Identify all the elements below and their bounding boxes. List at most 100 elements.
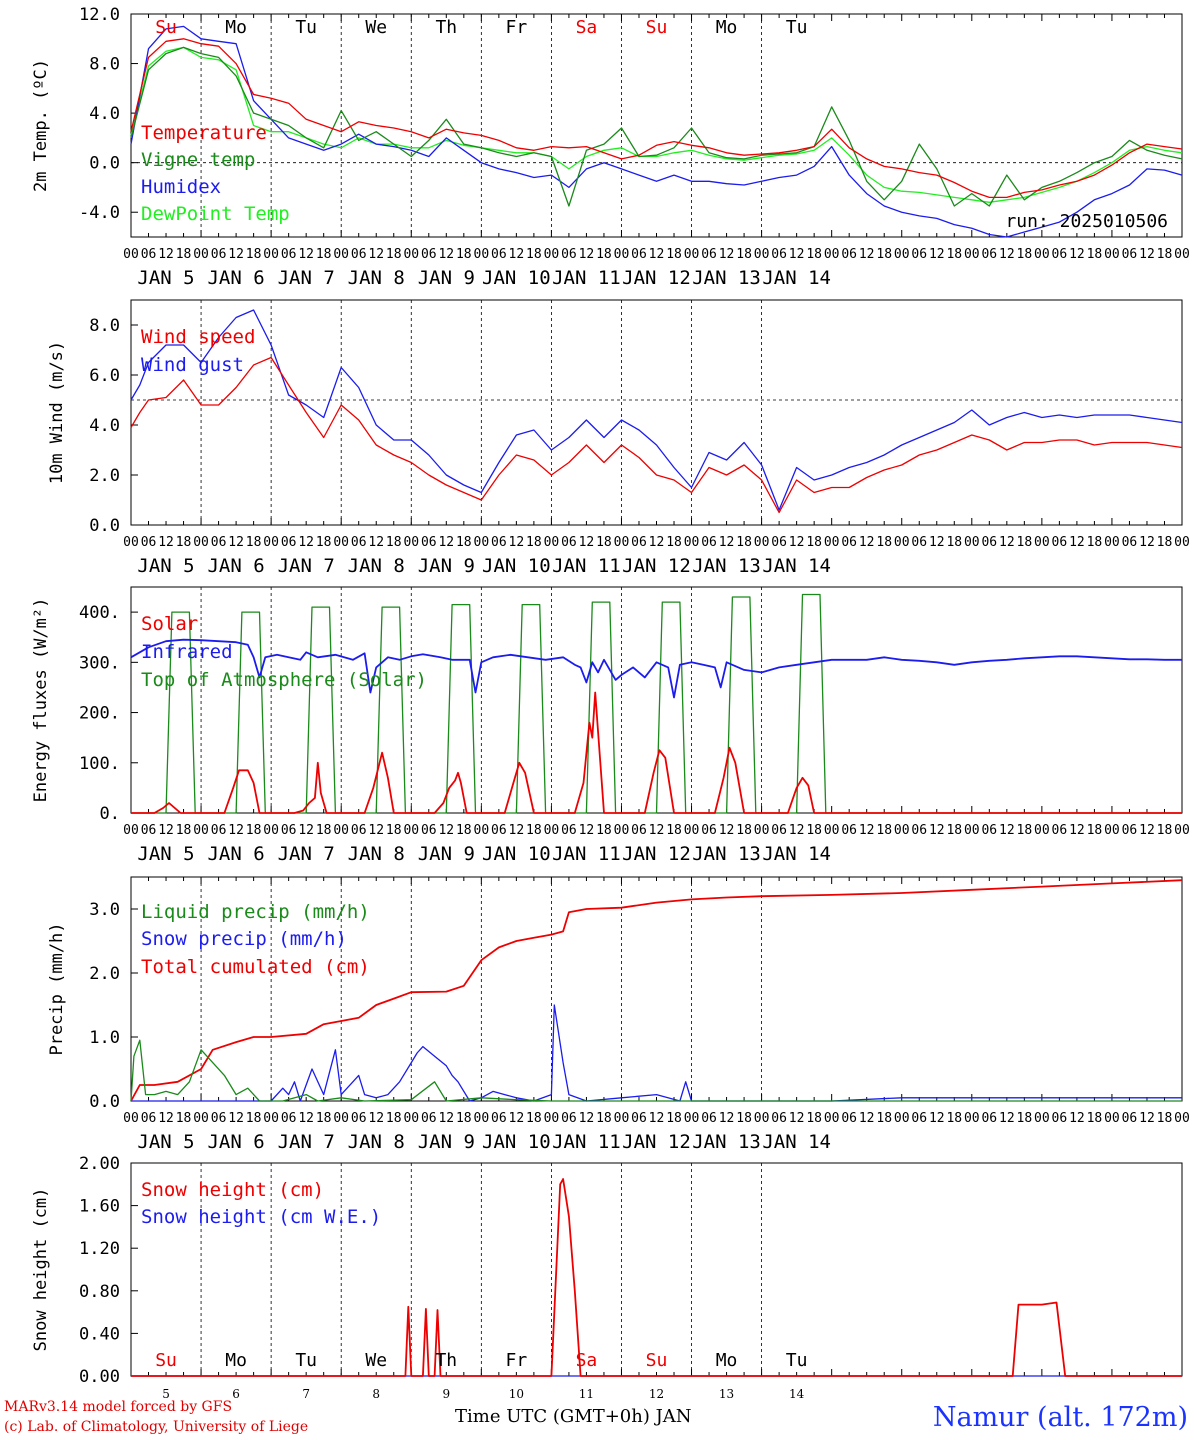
hour-tick-label: 06	[771, 823, 787, 838]
hour-tick-label: 12	[438, 823, 454, 838]
hour-tick-label: 18	[456, 1111, 472, 1126]
hour-tick-label: 12	[999, 247, 1015, 262]
y-tick-label: 8.0	[89, 55, 120, 75]
hour-tick-label: 18	[1087, 535, 1103, 550]
hour-tick-label: 18	[386, 823, 402, 838]
hour-tick-label: 18	[806, 823, 822, 838]
hour-tick-label: 18	[386, 247, 402, 262]
y-tick-label: 6.0	[89, 366, 120, 386]
hour-tick-label: 18	[806, 1111, 822, 1126]
hour-tick-label: 06	[701, 535, 717, 550]
series-line	[130, 46, 1183, 207]
hour-tick-label: 00	[964, 247, 980, 262]
hour-tick-label: 00	[544, 823, 560, 838]
hour-tick-label: 12	[999, 1111, 1015, 1126]
hour-tick-label: 12	[859, 535, 875, 550]
hour-tick-label: 06	[351, 823, 367, 838]
day-label: JAN 12	[622, 555, 691, 577]
hour-tick-label: 12	[1139, 535, 1155, 550]
hour-tick-label: 00	[1104, 1111, 1120, 1126]
time-axis-title: Time UTC (GMT+0h) JAN	[455, 1406, 692, 1427]
y-tick-label: 2.0	[89, 466, 120, 486]
hour-tick-label: 00	[1034, 823, 1050, 838]
hour-tick-label: 00	[1034, 247, 1050, 262]
hour-tick-label: 00	[754, 823, 770, 838]
day-label: JAN 13	[692, 267, 761, 289]
y-tick-label: 400.	[79, 603, 120, 623]
hour-tick-label: 06	[631, 535, 647, 550]
hour-tick-label: 12	[719, 823, 735, 838]
legend-entry: Snow precip (mm/h)	[141, 928, 347, 950]
hour-tick-label: 18	[736, 823, 752, 838]
hour-tick-label: 00	[824, 247, 840, 262]
hour-tick-label: 00	[964, 535, 980, 550]
legend-entry: DewPoint Temp	[141, 203, 290, 225]
hour-tick-label: 18	[1017, 1111, 1033, 1126]
hour-tick-label: 12	[158, 1111, 174, 1126]
hour-tick-label: 12	[859, 247, 875, 262]
y-tick-label: 1.60	[79, 1197, 120, 1217]
hour-tick-label: 06	[631, 247, 647, 262]
day-label: JAN 7	[278, 1131, 335, 1153]
hour-tick-label: 00	[894, 247, 910, 262]
hour-tick-label: 12	[649, 535, 665, 550]
hour-tick-label: 18	[316, 1111, 332, 1126]
hour-tick-label: 12	[789, 535, 805, 550]
hour-tick-label: 12	[649, 247, 665, 262]
day-label: JAN 6	[207, 555, 264, 577]
hour-tick-label: 00	[263, 823, 279, 838]
hour-tick-label: 00	[614, 535, 630, 550]
day-label: JAN 14	[762, 267, 831, 289]
hour-tick-label: 06	[491, 1111, 507, 1126]
series-line	[130, 356, 1183, 514]
weekday-label: Su	[155, 17, 177, 38]
weekday-label: Su	[646, 17, 668, 38]
hour-tick-label: 06	[841, 535, 857, 550]
hour-tick-label: 00	[263, 535, 279, 550]
day-number: 12	[649, 1387, 664, 1401]
day-label: JAN 14	[762, 843, 831, 865]
hour-tick-label: 12	[228, 823, 244, 838]
y-axis-label: Energy fluxes (W/m²)	[31, 598, 51, 803]
hour-tick-label: 00	[193, 247, 209, 262]
hour-tick-label: 00	[1034, 535, 1050, 550]
hour-tick-label: 06	[981, 823, 997, 838]
y-tick-label: 0.0	[89, 1092, 120, 1112]
day-number: 8	[372, 1387, 380, 1401]
hour-tick-label: 00	[824, 1111, 840, 1126]
series-line	[131, 691, 1182, 814]
hour-tick-label: 00	[403, 823, 419, 838]
hour-tick-label: 12	[859, 823, 875, 838]
y-tick-label: 2.00	[79, 1154, 120, 1174]
day-label: JAN 9	[418, 267, 475, 289]
hour-tick-label: 06	[561, 1111, 577, 1126]
weekday-marker: Su	[155, 1350, 177, 1371]
hour-tick-label: 12	[1069, 823, 1085, 838]
hour-tick-label: 06	[701, 823, 717, 838]
hour-tick-label: 18	[736, 1111, 752, 1126]
y-tick-label: 100.	[79, 754, 120, 774]
hour-tick-label: 00	[1104, 535, 1120, 550]
weekday-marker: Su	[646, 1350, 668, 1371]
hour-tick-label: 18	[596, 247, 612, 262]
hour-tick-label: 12	[1069, 247, 1085, 262]
model-credit: MARv3.14 model forced by GFS	[4, 1399, 233, 1415]
weekday-marker: Mo	[225, 1350, 247, 1371]
hour-tick-label: 06	[351, 1111, 367, 1126]
hour-tick-label: 06	[981, 1111, 997, 1126]
day-label: JAN 6	[207, 267, 264, 289]
hour-tick-label: 18	[806, 247, 822, 262]
hour-tick-label: 00	[1174, 823, 1190, 838]
weekday-label: Th	[435, 17, 457, 38]
day-label: JAN 11	[552, 843, 621, 865]
hour-tick-label: 06	[631, 1111, 647, 1126]
hour-tick-label: 00	[824, 535, 840, 550]
hour-tick-label: 12	[579, 1111, 595, 1126]
hour-tick-label: 18	[736, 247, 752, 262]
day-number: 11	[579, 1387, 594, 1401]
y-tick-label: 2.0	[89, 964, 120, 984]
hour-tick-label: 12	[298, 1111, 314, 1126]
hour-tick-label: 12	[298, 535, 314, 550]
hour-tick-label: 12	[929, 823, 945, 838]
hour-tick-label: 00	[474, 1111, 490, 1126]
